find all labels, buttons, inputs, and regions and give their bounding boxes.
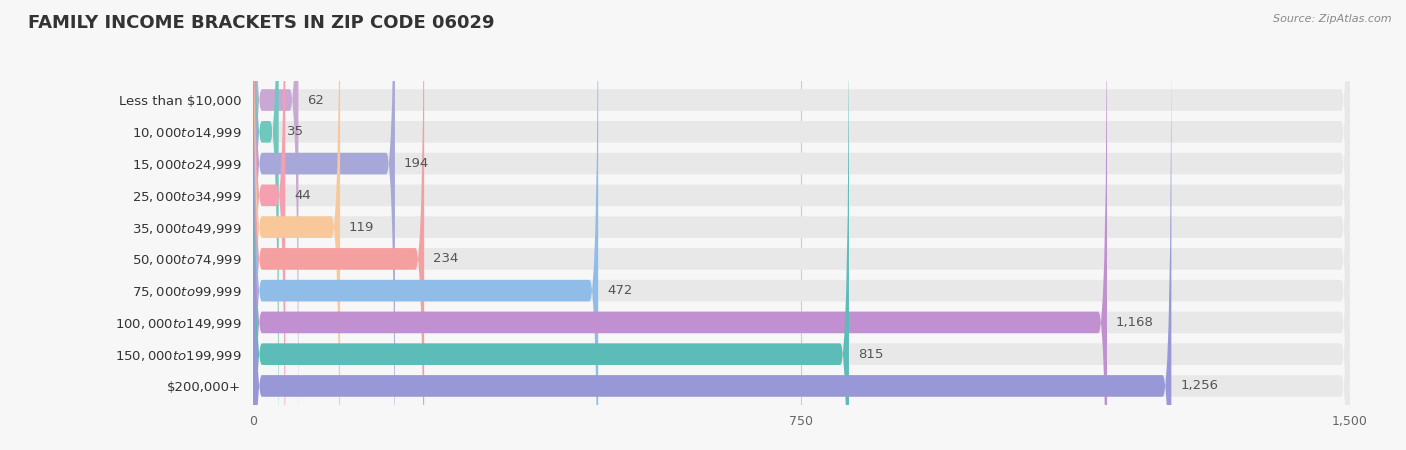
Text: 194: 194 [404, 157, 429, 170]
FancyBboxPatch shape [253, 0, 849, 450]
FancyBboxPatch shape [253, 0, 1350, 450]
Text: 815: 815 [858, 348, 883, 361]
Text: 62: 62 [307, 94, 323, 107]
Text: 44: 44 [294, 189, 311, 202]
FancyBboxPatch shape [253, 0, 425, 450]
FancyBboxPatch shape [253, 0, 598, 450]
Text: FAMILY INCOME BRACKETS IN ZIP CODE 06029: FAMILY INCOME BRACKETS IN ZIP CODE 06029 [28, 14, 495, 32]
FancyBboxPatch shape [253, 0, 1350, 450]
Text: 35: 35 [287, 125, 305, 138]
FancyBboxPatch shape [253, 0, 1350, 450]
FancyBboxPatch shape [253, 16, 1350, 450]
Text: 1,256: 1,256 [1180, 379, 1218, 392]
FancyBboxPatch shape [253, 0, 340, 450]
FancyBboxPatch shape [253, 0, 278, 450]
Text: 119: 119 [349, 220, 374, 234]
Text: Source: ZipAtlas.com: Source: ZipAtlas.com [1274, 14, 1392, 23]
FancyBboxPatch shape [253, 0, 285, 450]
FancyBboxPatch shape [253, 0, 1350, 450]
FancyBboxPatch shape [253, 16, 1171, 450]
Text: 1,168: 1,168 [1116, 316, 1154, 329]
FancyBboxPatch shape [253, 0, 1350, 450]
FancyBboxPatch shape [253, 0, 1107, 450]
FancyBboxPatch shape [253, 0, 1350, 450]
FancyBboxPatch shape [253, 0, 1350, 450]
FancyBboxPatch shape [253, 0, 395, 450]
Text: 234: 234 [433, 252, 458, 266]
FancyBboxPatch shape [253, 0, 298, 450]
Text: 472: 472 [607, 284, 633, 297]
FancyBboxPatch shape [253, 0, 1350, 450]
FancyBboxPatch shape [253, 0, 1350, 450]
